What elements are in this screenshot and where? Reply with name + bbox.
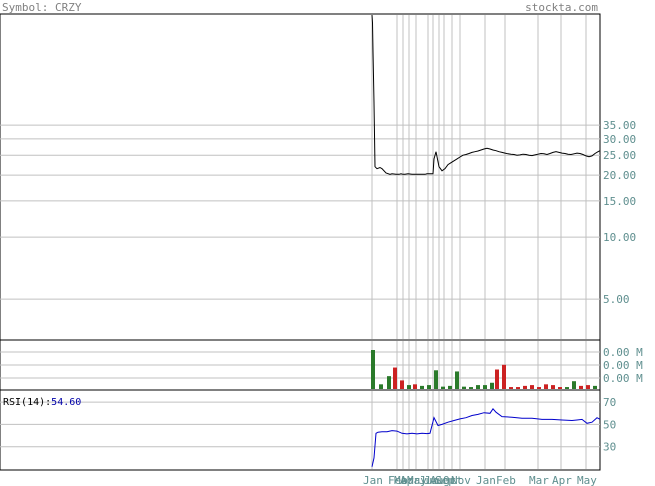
rsi-label: RSI(14):54.60 [3,397,81,408]
price-tick-label: 25.00 [603,149,636,162]
volume-bar [509,387,513,389]
volume-bar [537,387,541,389]
volume-bar [434,370,438,389]
x-tick-label: Mar [394,474,414,486]
price-tick-label: 20.00 [603,169,636,182]
volume-bar [483,385,487,389]
x-tick-label: Apr [552,474,572,486]
price-tick-label: 15.00 [603,195,636,208]
price-tick-label: 5.00 [603,293,630,306]
volume-bar [586,385,590,389]
volume-axis-ticks: 0.00 M0.00 M0.00 M [603,346,643,385]
rsi-gridlines [0,401,600,448]
vertical-gridlines [371,15,587,469]
rsi-line [371,407,601,467]
x-tick-label: Mar [529,474,549,486]
price-tick-label: 10.00 [603,231,636,244]
x-tick-label: Jul [424,474,444,486]
x-tick-label: Jan [476,474,496,486]
volume-tick-label: 0.00 M [603,346,643,359]
x-tick-label: Apr [400,474,420,486]
volume-bar [579,385,583,389]
price-tick-label: 35.00 [603,119,636,132]
volume-bar [371,350,375,389]
price-tick-label: 30.00 [603,133,636,146]
volume-bar [413,384,417,389]
x-tick-label: May [577,474,597,486]
price-panel [0,13,601,341]
volume-tick-label: 0.00 M [603,359,643,372]
rsi-tick-label: 30 [603,441,616,454]
volume-bar [523,385,527,389]
volume-bar [469,387,473,389]
x-tick-label: Feb [388,474,408,486]
volume-bar [393,367,397,389]
volume-bar [530,385,534,389]
x-tick-label: Nov [451,474,471,486]
price-line [371,14,601,175]
x-tick-label: Sep [435,474,455,486]
volume-tick-label: 0.00 M [603,372,643,385]
site-name: stockta.com [525,1,598,14]
volume-bar [502,364,506,389]
volume-bar [558,387,562,389]
symbol-label: Symbol: CRZY [2,1,82,14]
volume-bar [427,385,431,389]
volume-bar [441,386,445,389]
volume-bar [593,385,597,389]
volume-bar [379,384,383,389]
rsi-tick-label: 70 [603,396,616,409]
volume-gridlines [0,351,600,379]
rsi-tick-label: 50 [603,418,616,431]
volume-bar [455,371,459,389]
x-tick-label: May [407,474,427,486]
volume-bar [387,376,391,389]
price-gridlines [0,124,600,300]
volume-bar [495,369,499,389]
volume-bar [407,385,411,389]
rsi-panel [0,389,601,471]
x-tick-label: Jan [363,474,383,486]
volume-bar [448,385,452,389]
x-tick-label: Oct [443,474,463,486]
x-tick-label: Aug [430,474,450,486]
rsi-axis-ticks: 30 50 70 [603,396,616,454]
volume-bar [420,385,424,389]
volume-bar [565,387,569,389]
volume-bar [462,386,466,389]
volume-bar [544,384,548,389]
volume-bar [572,381,576,389]
x-tick-label: Jun [419,474,439,486]
volume-bar [551,385,555,389]
volume-bar [516,387,520,389]
x-tick-label: Feb [496,474,516,486]
volume-bar [490,382,494,389]
volume-bars [371,350,597,389]
volume-bar [476,385,480,389]
volume-bar [400,380,404,389]
